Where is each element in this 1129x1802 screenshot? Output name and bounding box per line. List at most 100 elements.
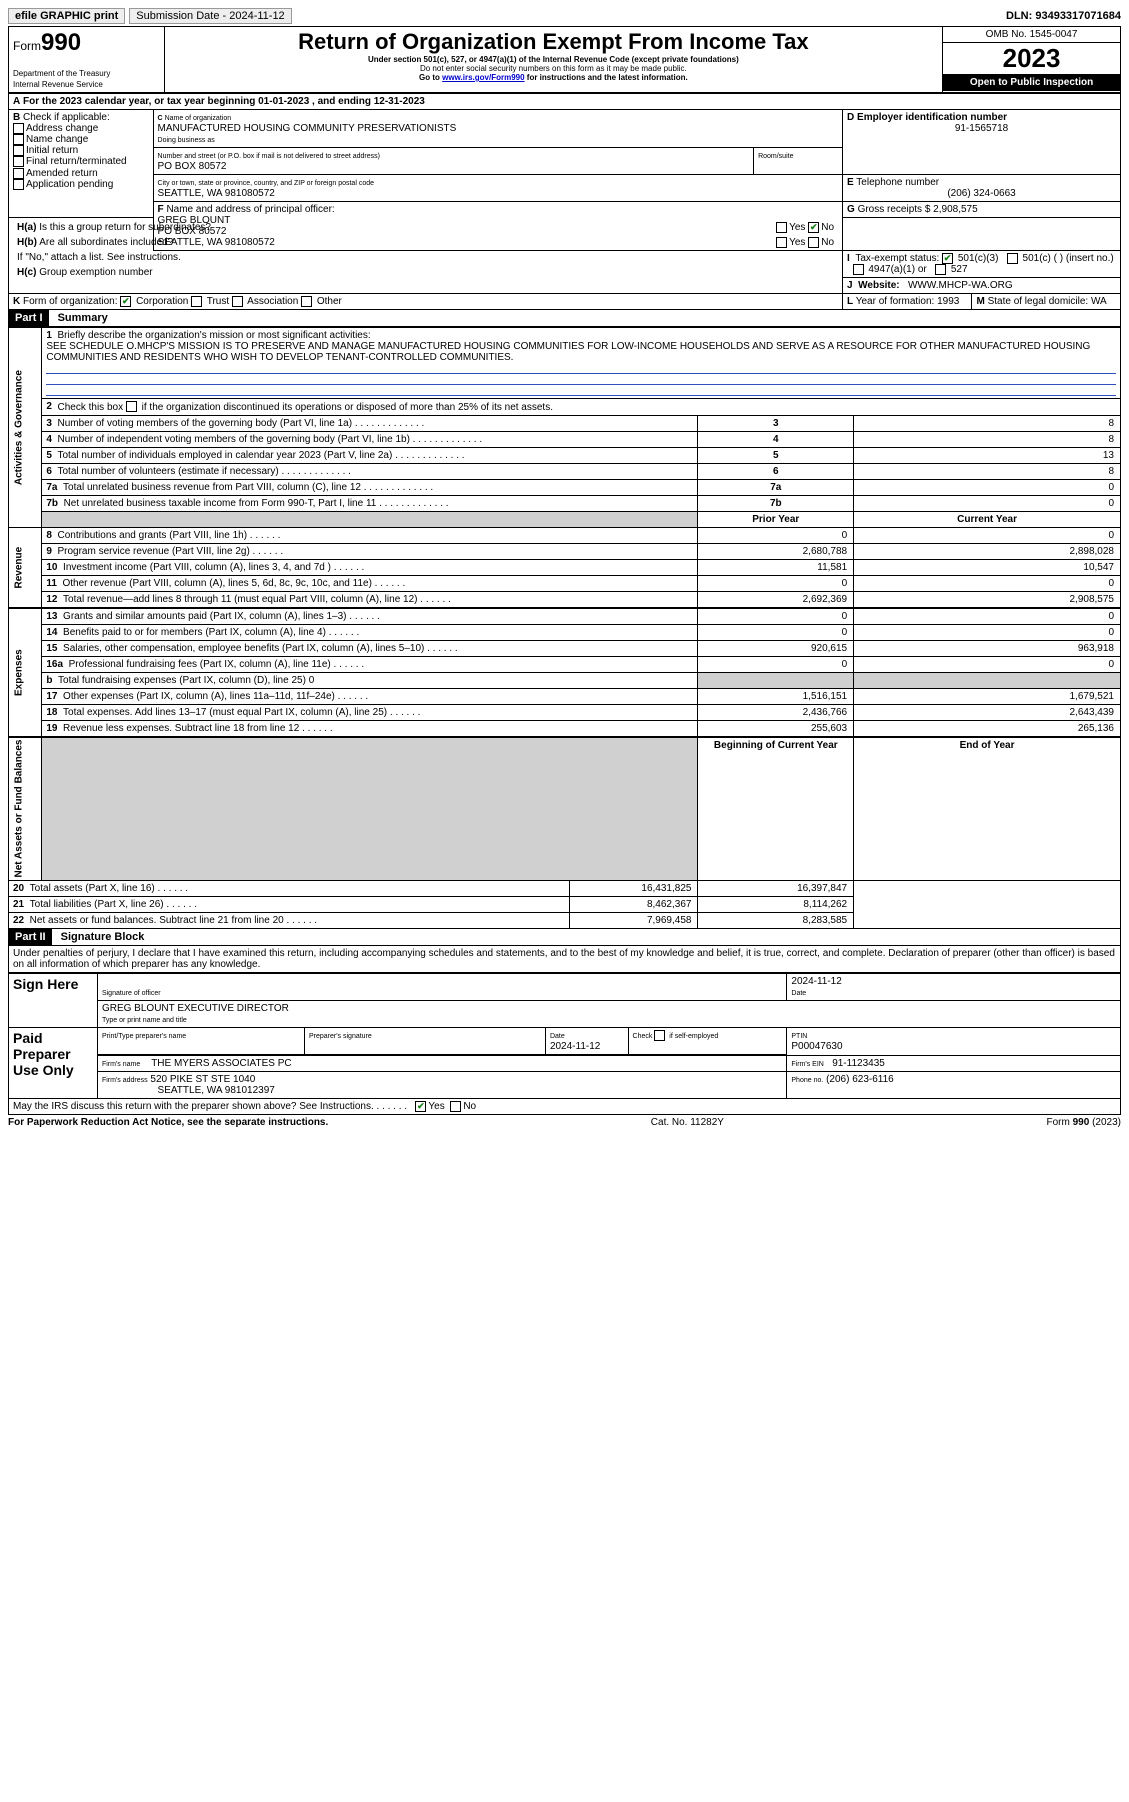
cb-final[interactable] (13, 156, 24, 167)
pdate: 2024-11-12 (550, 1041, 600, 1052)
domicile: WA (1091, 296, 1107, 307)
ha-label: Is this a group return for subordinates? (39, 222, 211, 233)
col-current: Current Year (854, 511, 1121, 527)
paid-preparer: Paid Preparer Use Only (9, 1027, 98, 1098)
i-label: Tax-exempt status: (855, 253, 939, 264)
summary-table: Activities & Governance 1 Briefly descri… (8, 327, 1121, 928)
form-label: Form (13, 39, 41, 53)
firm-addr2: SEATTLE, WA 981012397 (158, 1085, 275, 1096)
omb: OMB No. 1545-0047 (943, 27, 1121, 43)
f-label: Name and address of principal officer: (166, 204, 334, 215)
a-mid: , and ending (309, 96, 373, 107)
cb-self[interactable] (654, 1030, 665, 1041)
firm-addr1: 520 PIKE ST STE 1040 (150, 1074, 255, 1085)
irs-label: Internal Revenue Service (13, 80, 103, 89)
footer-right: Form 990 (2023) (1047, 1117, 1121, 1128)
dept-treasury: Department of the Treasury (13, 69, 110, 78)
cb-discontinued[interactable] (126, 401, 137, 412)
m-label: State of legal domicile: (988, 296, 1089, 307)
gross-receipts: 2,908,575 (933, 204, 978, 215)
firm-name-label: Firm's name (102, 1061, 140, 1068)
e-label: Telephone number (856, 177, 939, 188)
ptin-label: PTIN (791, 1033, 807, 1040)
website: WWW.MHCP-WA.ORG (908, 280, 1013, 291)
cb-discuss-yes[interactable] (415, 1101, 426, 1112)
discuss-text: May the IRS discuss this return with the… (13, 1101, 374, 1112)
tax-year: 2023 (943, 43, 1120, 74)
a-begin: 01-01-2023 (258, 96, 309, 107)
cb-discuss-no[interactable] (450, 1101, 461, 1112)
year-formation: 1993 (937, 296, 959, 307)
check-self: Check if self-employed (633, 1033, 719, 1040)
cb-hb-yes[interactable] (776, 237, 787, 248)
firm-addr-label: Firm's address (102, 1077, 148, 1084)
street-label: Number and street (or P.O. box if mail i… (158, 153, 380, 160)
footer-mid: Cat. No. 11282Y (651, 1117, 724, 1128)
cb-corp[interactable] (120, 296, 131, 307)
officer-addr2: SEATTLE, WA 981080572 (158, 237, 275, 248)
c-name-label: Name of organization (165, 115, 232, 122)
footer-left: For Paperwork Reduction Act Notice, see … (8, 1117, 328, 1128)
cb-other[interactable] (301, 296, 312, 307)
sig-label: Signature of officer (102, 990, 161, 997)
phone: (206) 324-0663 (847, 188, 1116, 199)
firm-ein: 91-1123435 (832, 1058, 885, 1069)
org-name: MANUFACTURED HOUSING COMMUNITY PRESERVAT… (158, 123, 457, 134)
cb-ha-no[interactable] (808, 222, 819, 233)
form-title: Return of Organization Exempt From Incom… (169, 29, 938, 55)
cb-hb-no[interactable] (808, 237, 819, 248)
phone-label: Phone no. (791, 1077, 823, 1084)
b-label: Check if applicable: (23, 112, 110, 123)
firm-phone: (206) 623-6116 (826, 1074, 894, 1085)
hb-note: If "No," attach a list. See instructions… (17, 252, 181, 263)
street: PO BOX 80572 (158, 161, 227, 172)
perjury-text: Under penalties of perjury, I declare th… (8, 946, 1121, 973)
goto-note: Go to www.irs.gov/Form990 for instructio… (169, 73, 938, 82)
cb-501c3[interactable] (942, 253, 953, 264)
cb-address[interactable] (13, 123, 24, 134)
form-number: 990 (41, 29, 81, 56)
mission-text: SEE SCHEDULE O.MHCP'S MISSION IS TO PRES… (46, 341, 1090, 363)
city: SEATTLE, WA 981080572 (158, 188, 275, 199)
ein: 91-1565718 (847, 123, 1116, 134)
firm-name: THE MYERS ASSOCIATES PC (151, 1058, 291, 1069)
psig-label: Preparer's signature (309, 1033, 372, 1040)
sign-block: Sign Here Signature of officer 2024-11-1… (8, 973, 1121, 1115)
cb-app[interactable] (13, 179, 24, 190)
k-label: Form of organization: (23, 296, 118, 307)
type-label: Type or print name and title (102, 1017, 187, 1024)
date-label: Date (791, 990, 806, 997)
print-button[interactable]: efile GRAPHIC print (8, 8, 125, 24)
g-label: Gross receipts $ (858, 204, 931, 215)
dba-label: Doing business as (158, 137, 215, 144)
irs-link[interactable]: www.irs.gov/Form990 (442, 73, 524, 82)
ptin: P00047630 (791, 1041, 842, 1052)
city-label: City or town, state or province, country… (158, 180, 374, 187)
submission-date: Submission Date - 2024-11-12 (129, 8, 291, 24)
cb-trust[interactable] (191, 296, 202, 307)
form-subtitle: Under section 501(c), 527, or 4947(a)(1)… (169, 55, 938, 64)
open-inspection: Open to Public Inspection (943, 74, 1120, 91)
cb-initial[interactable] (13, 145, 24, 156)
part2-title: Signature Block (55, 929, 151, 945)
cb-501c[interactable] (1007, 253, 1018, 264)
hb-label: Are all subordinates included? (39, 237, 173, 248)
col-end: End of Year (854, 737, 1121, 881)
cb-527[interactable] (935, 264, 946, 275)
pname-label: Print/Type preparer's name (102, 1033, 186, 1040)
sign-here: Sign Here (9, 973, 98, 1027)
part1-title: Summary (52, 310, 114, 326)
section-net: Net Assets or Fund Balances (9, 737, 42, 881)
cb-ha-yes[interactable] (776, 222, 787, 233)
entity-block: A For the 2023 calendar year, or tax yea… (8, 93, 1121, 310)
cb-name[interactable] (13, 134, 24, 145)
cb-assoc[interactable] (232, 296, 243, 307)
a-end: 12-31-2023 (374, 96, 425, 107)
hc-label: Group exemption number (39, 267, 152, 278)
a-prefix: For the 2023 calendar year, or tax year … (23, 96, 258, 107)
col-prior: Prior Year (698, 511, 854, 527)
cb-4947[interactable] (853, 264, 864, 275)
part2-header: Part II (9, 929, 52, 945)
cb-amended[interactable] (13, 168, 24, 179)
q1-label: Briefly describe the organization's miss… (57, 330, 370, 341)
